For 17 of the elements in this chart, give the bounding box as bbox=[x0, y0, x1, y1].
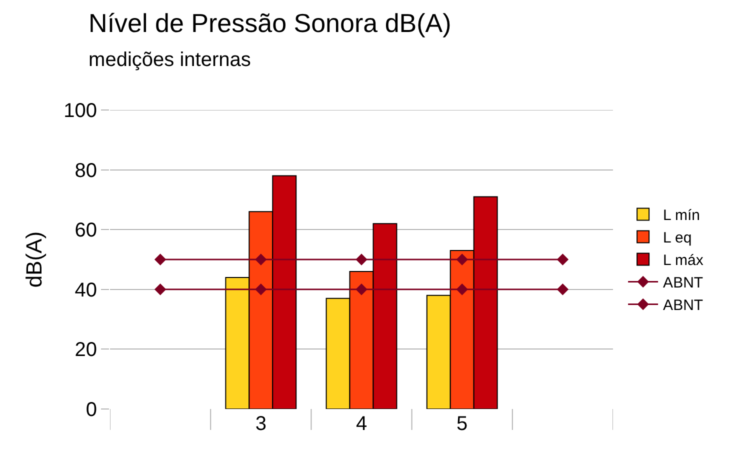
y-tick-label: 100 bbox=[64, 100, 97, 122]
legend-label: ABNT bbox=[663, 297, 704, 314]
y-tick-label: 80 bbox=[74, 160, 97, 182]
legend-label: ABNT bbox=[663, 274, 704, 292]
y-tick-label: 60 bbox=[74, 220, 97, 242]
x-tick-label: 5 bbox=[456, 413, 468, 435]
legend-label: L máx bbox=[663, 252, 704, 270]
y-tick-label: 40 bbox=[74, 279, 97, 302]
y-tick-label: 20 bbox=[74, 339, 97, 362]
chart-subtitle: medições internas bbox=[88, 48, 251, 71]
chart-title: Nível de Pressão Sonora dB(A) bbox=[88, 8, 452, 38]
x-tick-label: 4 bbox=[356, 413, 368, 435]
legend-label: L mín bbox=[663, 207, 700, 224]
x-tick-label: 3 bbox=[255, 413, 266, 435]
y-axis-title: dB(A) bbox=[21, 231, 46, 288]
legend-label: L eq bbox=[663, 230, 692, 247]
y-tick-label: 0 bbox=[86, 399, 97, 421]
